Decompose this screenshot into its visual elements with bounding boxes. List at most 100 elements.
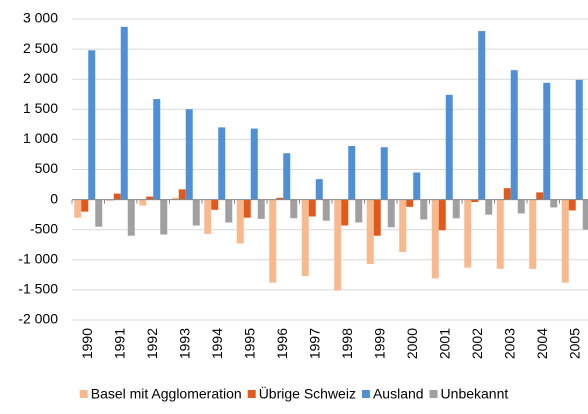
bar	[276, 197, 284, 200]
bar	[355, 199, 363, 223]
bar	[160, 199, 168, 235]
bar	[366, 199, 374, 265]
bar	[225, 199, 233, 223]
bar	[269, 199, 277, 283]
bar	[153, 99, 161, 200]
bar	[88, 50, 96, 200]
bar	[529, 199, 537, 269]
bar	[185, 109, 193, 200]
x-tick-label: 1998	[339, 328, 355, 359]
x-tick-label: 1990	[79, 328, 95, 359]
bar	[95, 199, 103, 227]
bar	[308, 199, 316, 217]
x-tick-label: 1993	[176, 328, 192, 359]
y-tick-label: 2 500	[23, 40, 58, 56]
legend-label: Basel mit Agglomeration	[91, 386, 242, 402]
bar	[322, 199, 330, 221]
y-tick-label: 1 500	[23, 100, 58, 116]
x-tick-label: 2000	[404, 328, 420, 359]
x-tick-label: 1996	[274, 328, 290, 359]
bar	[464, 199, 472, 268]
x-tick-label: 2001	[436, 328, 452, 359]
bar	[431, 199, 439, 279]
bar	[341, 199, 349, 226]
y-tick-label: -500	[30, 220, 58, 236]
bar	[478, 31, 486, 200]
bar	[406, 199, 414, 207]
bar	[257, 199, 265, 219]
y-tick-label: 500	[35, 160, 59, 176]
bar	[290, 199, 298, 219]
x-tick-label: 1999	[371, 328, 387, 359]
legend-label: Ausland	[373, 386, 424, 402]
bar	[517, 199, 525, 214]
bar	[373, 199, 381, 236]
bar	[178, 189, 186, 200]
bar	[543, 82, 551, 200]
x-tick-label: 1997	[306, 328, 322, 359]
bar	[120, 26, 128, 200]
x-tick-label: 2004	[534, 328, 550, 359]
y-tick-label: 0	[50, 190, 58, 206]
bar	[380, 147, 388, 200]
bar	[127, 199, 135, 236]
x-tick-label: 1991	[111, 328, 127, 359]
x-tick-label: 1992	[144, 328, 160, 359]
y-tick-label: -1 500	[18, 281, 58, 297]
bar	[420, 199, 428, 220]
bar	[211, 199, 219, 210]
legend-swatch	[429, 390, 438, 398]
legend-swatch	[361, 390, 370, 398]
x-tick-label: 2002	[469, 328, 485, 359]
bar	[236, 199, 244, 244]
bar	[146, 196, 154, 200]
legend-swatch	[247, 390, 256, 398]
bar	[452, 199, 460, 219]
bar	[283, 153, 291, 200]
y-tick-label: -2 000	[18, 311, 58, 327]
bar	[471, 199, 479, 203]
bar	[413, 172, 421, 200]
bar	[139, 199, 147, 206]
bar	[561, 199, 569, 283]
bar	[113, 193, 121, 200]
bar	[496, 199, 504, 269]
bar	[485, 199, 493, 215]
bar	[301, 199, 309, 277]
y-tick-label: 3 000	[23, 10, 58, 26]
bar	[348, 146, 356, 200]
bar	[568, 199, 576, 211]
legend: Basel mit Agglomeration Übrige Schweiz Aus…	[79, 385, 509, 402]
bar	[250, 128, 258, 200]
x-tick-label: 2003	[501, 328, 517, 359]
bar	[315, 179, 323, 200]
y-tick-label: -1 000	[18, 251, 58, 267]
y-tick-label: 1 000	[23, 130, 58, 146]
bar	[243, 199, 251, 218]
bar	[204, 199, 212, 234]
bar	[334, 199, 342, 291]
bar	[106, 199, 114, 201]
bar	[536, 192, 544, 200]
legend-label: Unbekannt	[441, 386, 509, 402]
bar	[575, 79, 583, 200]
bar	[387, 199, 395, 228]
bar	[192, 199, 200, 226]
bar	[438, 199, 446, 231]
x-tick-label: 1994	[209, 328, 225, 359]
bar	[74, 199, 82, 218]
x-tick-label: 1995	[241, 328, 257, 359]
bar	[218, 127, 226, 200]
bar	[445, 94, 453, 200]
y-tick-label: 2 000	[23, 70, 58, 86]
bar	[550, 199, 558, 208]
bar	[81, 199, 89, 212]
bar	[510, 70, 518, 200]
legend-label: Übrige Schweiz	[259, 385, 356, 402]
legend-swatch	[79, 390, 88, 398]
x-tick-label: 2005	[566, 328, 582, 359]
bar	[171, 197, 179, 200]
bar	[582, 199, 588, 230]
bar	[503, 188, 511, 200]
